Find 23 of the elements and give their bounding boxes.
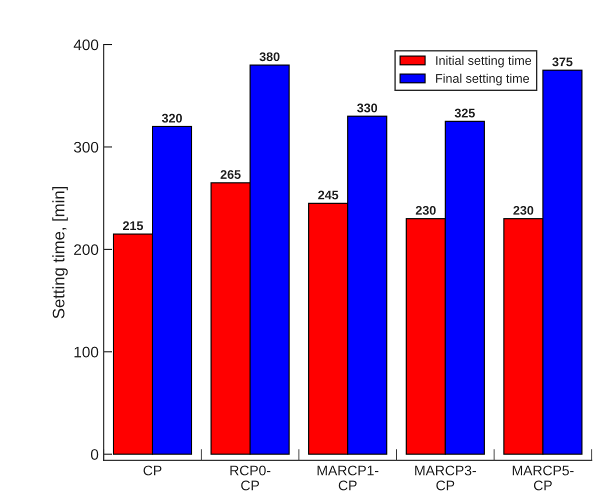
data-label: 215 xyxy=(122,221,144,230)
data-label: 325 xyxy=(454,108,475,118)
data-label: 375 xyxy=(552,57,572,66)
y-axis-title: Setting time, [min] xyxy=(52,186,68,318)
data-label: 265 xyxy=(220,170,241,179)
data-label: 380 xyxy=(259,52,280,62)
x-tick-label: CP xyxy=(144,466,162,476)
data-label: 230 xyxy=(416,206,436,215)
y-tick-label: 100 xyxy=(74,346,98,358)
data-label: 320 xyxy=(162,114,182,123)
y-tick-label: 0 xyxy=(90,449,98,460)
data-label: 330 xyxy=(357,104,378,112)
x-tick-label: MARCP1- CP xyxy=(318,466,378,490)
data-label: 230 xyxy=(513,206,534,215)
legend-label: Initial setting time xyxy=(436,56,532,68)
y-tick-label: 200 xyxy=(74,244,98,256)
x-tick-label: RCP0- CP xyxy=(230,466,270,490)
y-tick-label: 300 xyxy=(74,142,98,153)
y-tick-label: 400 xyxy=(74,39,98,50)
data-label: 245 xyxy=(318,190,338,200)
x-tick-label: MARCP5- CP xyxy=(512,466,574,490)
legend-label: Final setting time xyxy=(436,74,530,86)
x-tick-label: MARCP3- CP xyxy=(415,466,476,490)
